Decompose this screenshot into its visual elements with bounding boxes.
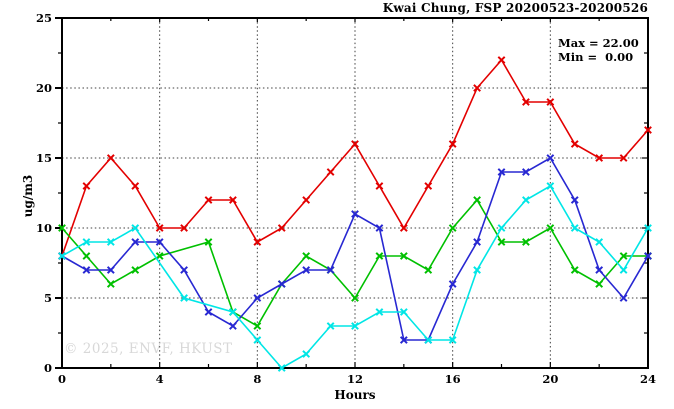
maxmin-annotation: Max = 22.00 Min = 0.00 <box>558 36 639 64</box>
x-tick-label: 8 <box>253 372 261 386</box>
watermark: © 2025, ENVF, HKUST <box>64 341 233 357</box>
chart-title: Kwai Chung, FSP 20200523-20200526 <box>382 1 648 15</box>
y-axis-label: ug/m3 <box>21 174 35 218</box>
series-cyan-markers <box>58 182 652 372</box>
x-axis-label: Hours <box>334 388 376 402</box>
x-tick-label: 24 <box>640 372 656 386</box>
min-label: Min = 0.00 <box>558 50 634 64</box>
plot-frame <box>61 17 649 369</box>
y-tick-label: 10 <box>36 221 52 235</box>
x-tick-label: 4 <box>156 372 164 386</box>
x-tick-label: 12 <box>347 372 363 386</box>
y-tick-label: 0 <box>44 361 52 375</box>
y-tick-label: 5 <box>44 291 52 305</box>
x-tick-label: 16 <box>445 372 461 386</box>
y-tick-label: 15 <box>36 151 52 165</box>
x-tick-label: 20 <box>542 372 558 386</box>
y-tick-label: 25 <box>36 11 52 25</box>
max-label: Max = 22.00 <box>558 36 639 50</box>
x-tick-label: 0 <box>58 372 66 386</box>
y-tick-label: 20 <box>36 81 52 95</box>
